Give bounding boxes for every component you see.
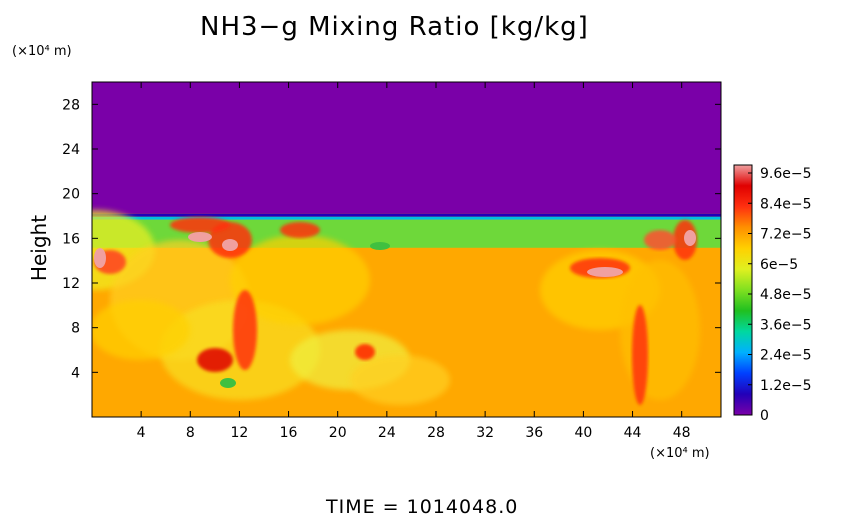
x-axis-ticks: 4 8 12 16 20 24 28 32 36 40 44 48 (137, 82, 691, 441)
y-tick-label: 20 (62, 187, 80, 203)
field-low (220, 378, 236, 388)
colorbar-tick-label: 4.8e−5 (760, 287, 812, 303)
colorbar-scale (733, 164, 753, 416)
colorbar-tick-label: 6e−5 (760, 257, 798, 273)
colorbar-tick-label: 2.4e−5 (760, 348, 812, 364)
field-peak (587, 267, 623, 277)
colorbar-tick-label: 3.6e−5 (760, 317, 812, 333)
colorbar-tick-label: 7.2e−5 (760, 227, 812, 243)
colorbar-tick-label: 0 (760, 408, 769, 424)
field-structure (170, 217, 230, 233)
field-peak (94, 248, 106, 268)
colorbar-tick-label: 8.4e−5 (760, 196, 812, 212)
chart-title: NH3−g Mixing Ratio [kg/kg] (200, 12, 589, 42)
x-tick-label: 16 (280, 425, 298, 441)
field-structure (197, 348, 233, 372)
y-axis-unit: (×10⁴ m) (12, 44, 72, 59)
colorbar: 0 1.2e−5 2.4e−5 3.6e−5 4.8e−5 6e−5 7.2e−5 8.4e−… (733, 164, 812, 424)
field-low (370, 242, 390, 250)
field-structure (355, 344, 375, 360)
colorbar-tick-label: 9.6e−5 (760, 166, 812, 182)
field-structure (632, 305, 648, 405)
y-tick-label: 16 (62, 231, 80, 247)
field-patch (350, 355, 450, 405)
field-patch (230, 235, 370, 325)
band-blue (92, 213, 721, 217)
field-structure (644, 230, 676, 250)
field-patch (92, 300, 190, 360)
field-structure (280, 222, 320, 238)
x-tick-label: 36 (525, 425, 543, 441)
field-patch (620, 260, 700, 400)
x-tick-label: 48 (673, 425, 691, 441)
colorbar-tick-label: 1.2e−5 (760, 378, 812, 394)
y-axis-ticks: 4 8 12 16 20 24 28 (62, 97, 721, 381)
band-cyan (92, 216, 721, 220)
y-tick-label: 12 (62, 276, 80, 292)
x-tick-label: 4 (137, 425, 146, 441)
x-tick-label: 40 (574, 425, 592, 441)
x-tick-label: 44 (624, 425, 642, 441)
x-axis-unit: (×10⁴ m) (650, 446, 710, 461)
field-peak (188, 232, 212, 242)
y-tick-label: 8 (71, 321, 80, 337)
y-tick-label: 4 (71, 365, 80, 381)
x-tick-label: 32 (476, 425, 494, 441)
upper-zero-layer (92, 82, 721, 214)
y-tick-label: 28 (62, 97, 80, 113)
field-peak (684, 230, 696, 246)
x-tick-label: 12 (231, 425, 249, 441)
time-label: TIME = 1014048.0 (326, 496, 519, 518)
field-peak (222, 239, 238, 251)
x-tick-label: 20 (329, 425, 347, 441)
x-tick-label: 8 (186, 425, 195, 441)
heatmap-field (92, 82, 721, 417)
x-tick-label: 24 (378, 425, 396, 441)
y-tick-label: 24 (62, 142, 80, 158)
plot-frame (91, 81, 722, 418)
x-tick-label: 28 (427, 425, 445, 441)
field-structure (233, 290, 257, 370)
